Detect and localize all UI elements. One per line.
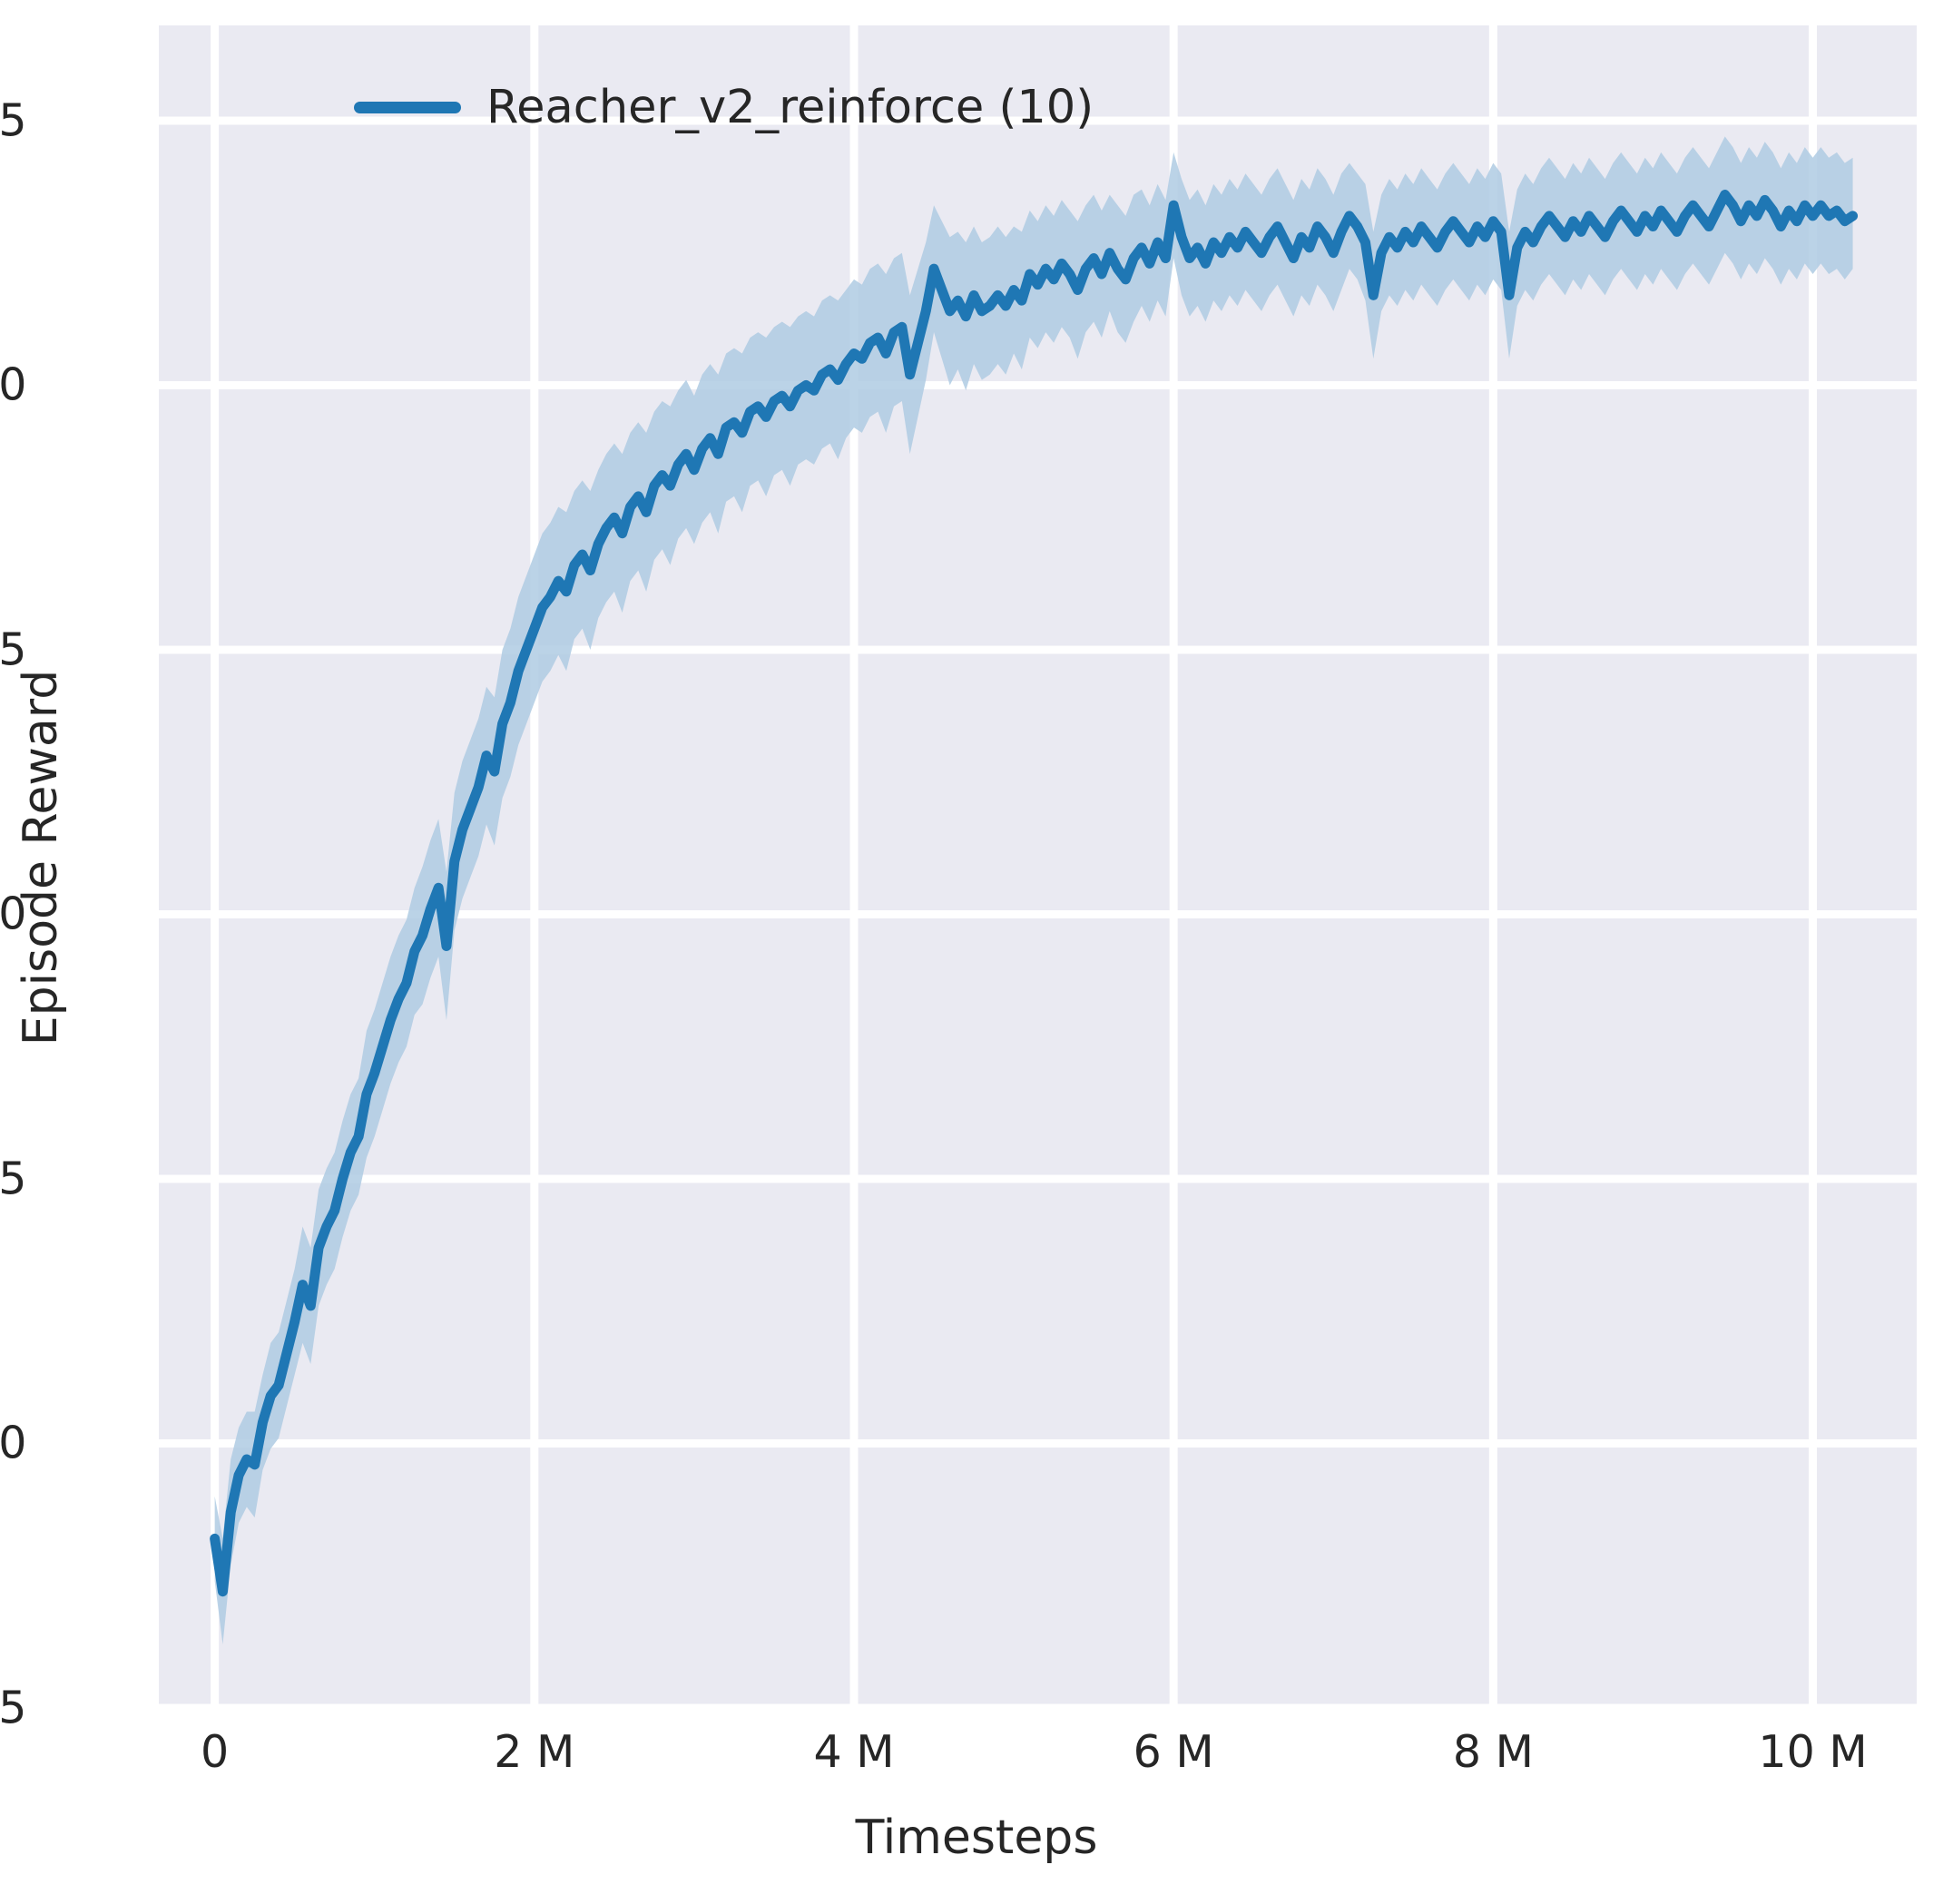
legend-label: Reacher_v2_reinforce (10) (486, 80, 1094, 134)
x-tick-label: 2 M (494, 1726, 575, 1778)
mean-reward-line (210, 190, 1859, 1597)
y-tick-label: −30 (0, 1417, 27, 1469)
y-tick-label: −5 (0, 94, 27, 147)
y-tick-label: −35 (0, 1682, 27, 1734)
confidence-band (214, 136, 1853, 1645)
y-tick-label: −15 (0, 623, 27, 676)
x-tick-label: 6 M (1133, 1726, 1214, 1778)
x-tick-label: 0 (201, 1726, 230, 1778)
y-tick-label: −25 (0, 1153, 27, 1205)
legend-color-swatch (354, 101, 461, 113)
x-tick-label: 8 M (1452, 1726, 1534, 1778)
x-axis-label: Timesteps (855, 1811, 1098, 1865)
x-tick-label: 4 M (813, 1726, 895, 1778)
y-tick-label: −20 (0, 888, 27, 940)
x-tick-label: 10 M (1758, 1726, 1868, 1778)
legend: Reacher_v2_reinforce (10) (354, 75, 1094, 139)
plot-area: Reacher_v2_reinforce (10) (159, 25, 1917, 1708)
y-tick-label: −10 (0, 358, 27, 411)
y-axis-label: Episode Reward (14, 669, 68, 1046)
chart-svg (159, 25, 1917, 1708)
